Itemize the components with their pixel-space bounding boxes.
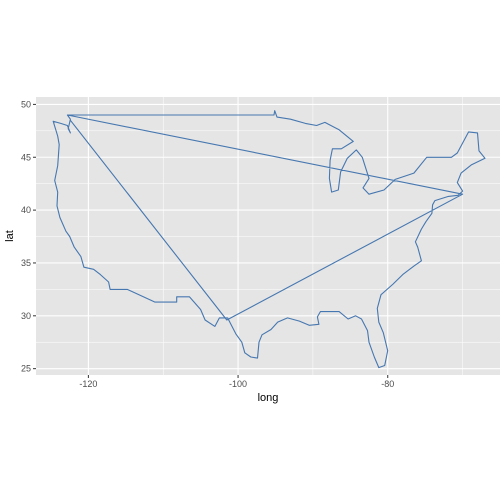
x-tick-label: -100 <box>229 379 247 389</box>
x-tick-label: -120 <box>79 379 97 389</box>
y-tick-label: 35 <box>21 258 31 268</box>
x-axis-ticks: -120 -100 -80 <box>79 375 394 389</box>
y-axis-title: lat <box>4 230 16 242</box>
x-axis-title: long <box>258 392 279 404</box>
y-tick-label: 30 <box>21 311 31 321</box>
y-tick-label: 45 <box>21 152 31 162</box>
y-tick-label: 25 <box>21 364 31 374</box>
y-axis-ticks: 25 30 35 40 45 50 <box>21 99 36 374</box>
series-line-0 <box>52 110 486 369</box>
y-tick-label: 50 <box>21 99 31 109</box>
series-layer <box>52 110 486 369</box>
plot-panel <box>36 97 500 375</box>
grid-major <box>36 97 500 375</box>
x-tick-label: -80 <box>381 379 394 389</box>
y-tick-label: 40 <box>21 205 31 215</box>
